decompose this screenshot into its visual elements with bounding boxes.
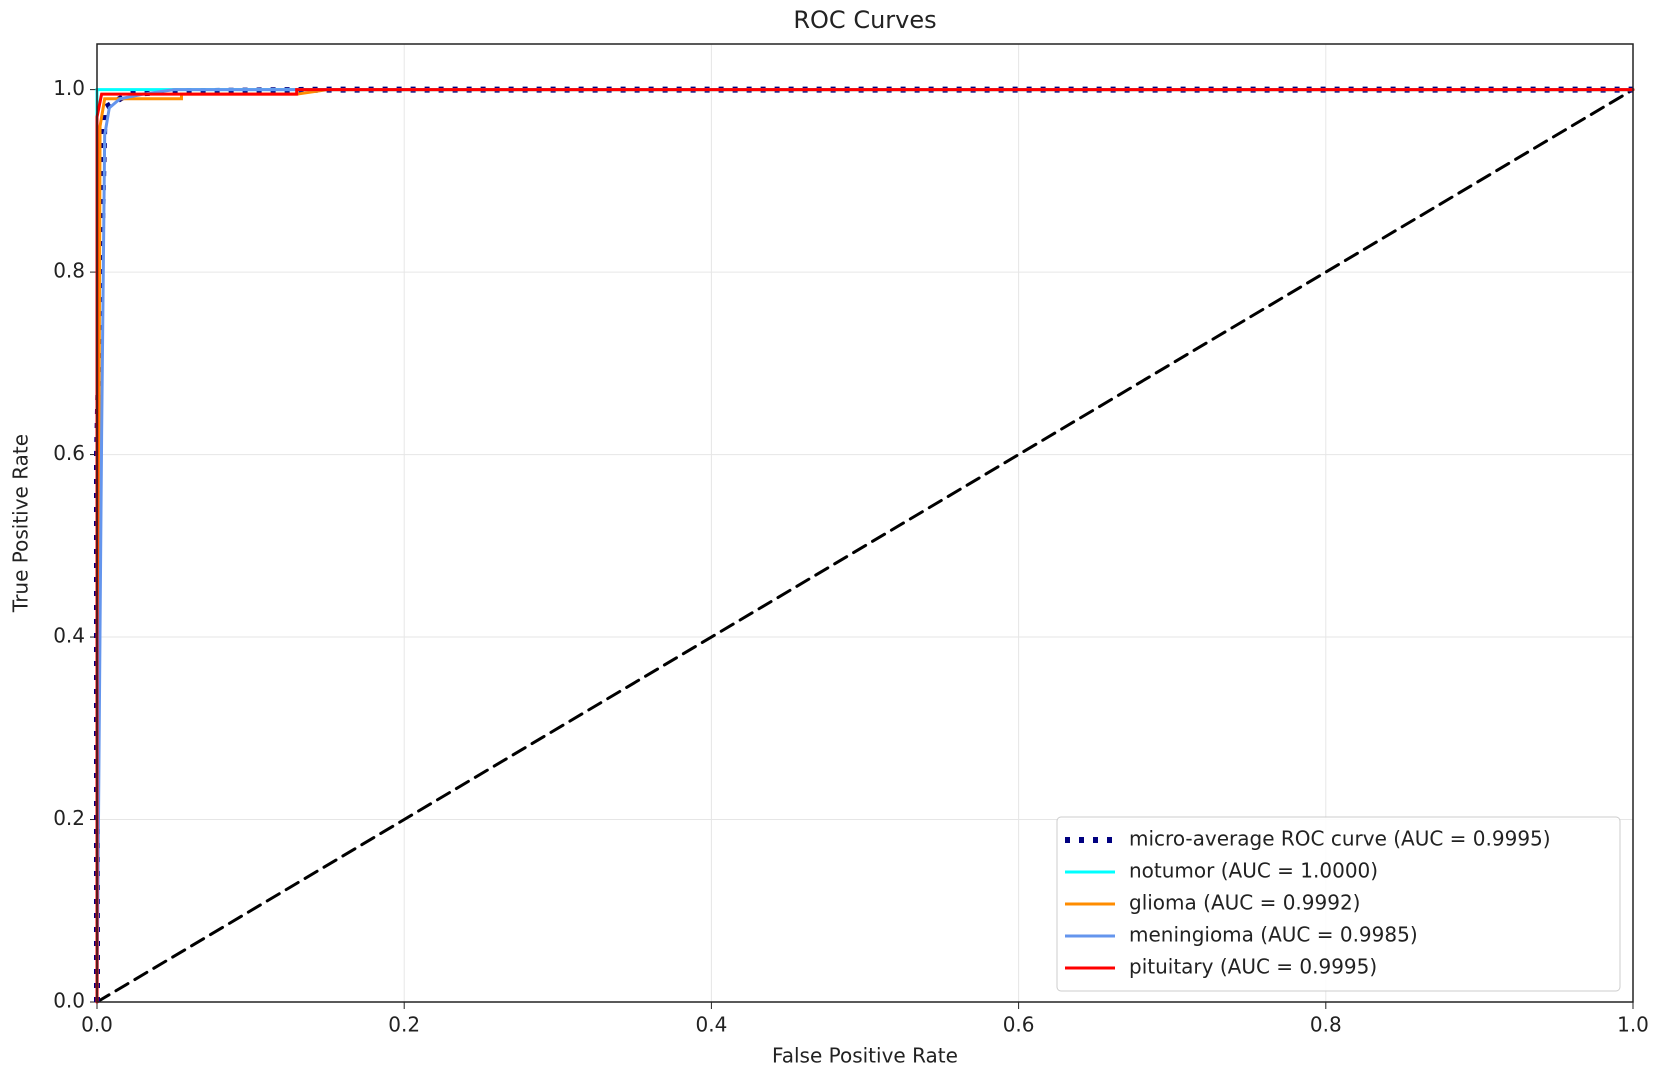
y-axis-label: True Positive Rate — [9, 434, 33, 613]
x-tick-label: 0.2 — [388, 1013, 420, 1037]
roc-line — [95, 88, 1635, 1004]
x-tick-label: 1.0 — [1617, 1013, 1649, 1037]
legend-label: pituitary (AUC = 0.9995) — [1129, 955, 1377, 979]
legend-label: meningioma (AUC = 0.9985) — [1129, 923, 1418, 947]
y-tick-label: 0.2 — [53, 806, 85, 830]
legend-label: notumor (AUC = 1.0000) — [1129, 859, 1378, 883]
y-tick-label: 0.0 — [53, 989, 85, 1013]
x-axis-label: False Positive Rate — [772, 1044, 958, 1068]
chart-title: ROC Curves — [793, 6, 936, 34]
reference-line — [95, 88, 1635, 1004]
y-tick-label: 0.8 — [53, 259, 85, 283]
legend-box — [1056, 816, 1621, 992]
legend-label: micro-average ROC curve (AUC = 0.9995) — [1129, 827, 1551, 851]
x-tick-label: 0.0 — [81, 1013, 113, 1037]
y-tick-label: 1.0 — [53, 76, 85, 100]
plot-frame — [96, 43, 1634, 1003]
x-tick-label: 0.8 — [1310, 1013, 1342, 1037]
y-tick-label: 0.6 — [53, 441, 85, 465]
x-tick-label: 0.4 — [695, 1013, 727, 1037]
legend-label: glioma (AUC = 0.9992) — [1129, 891, 1360, 915]
y-tick-label: 0.4 — [53, 624, 85, 648]
x-tick-label: 0.6 — [1003, 1013, 1035, 1037]
